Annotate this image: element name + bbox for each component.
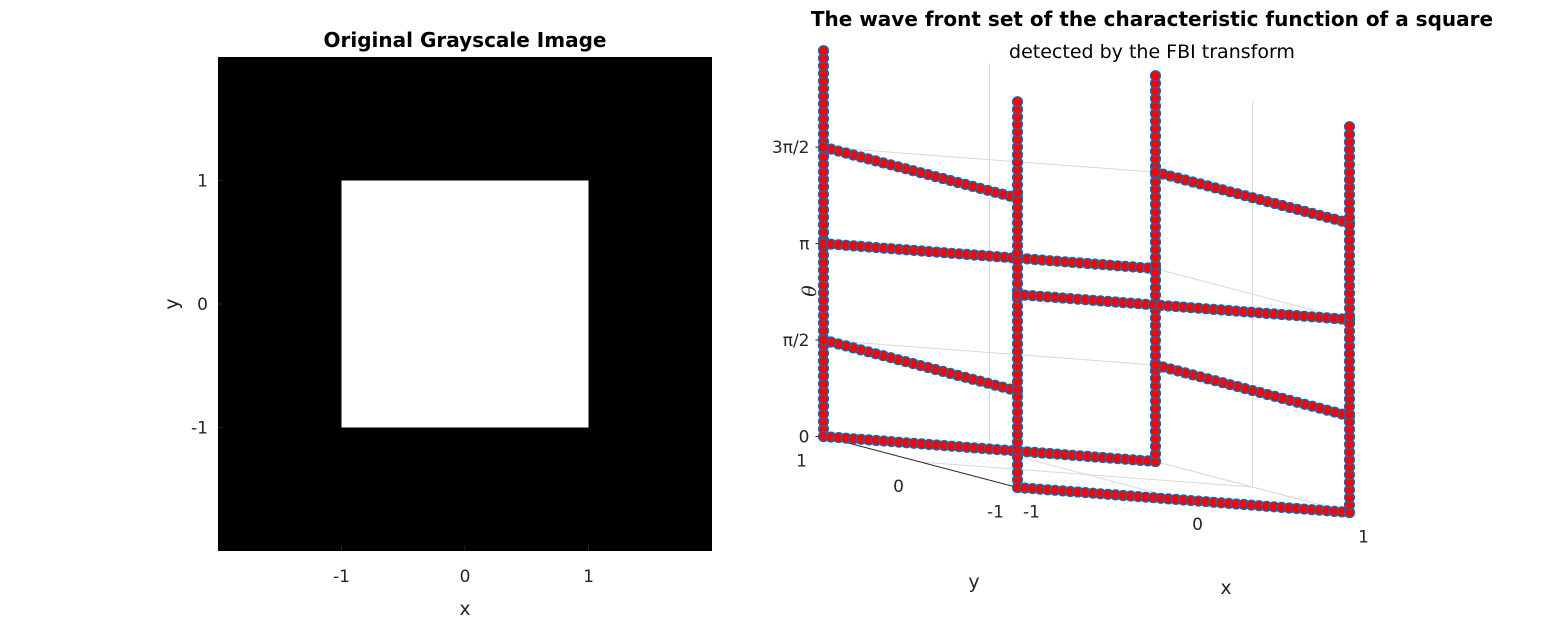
- y-tick-label: -1: [987, 503, 1004, 523]
- data-point: [1149, 70, 1162, 82]
- x-tick-label: -1: [333, 567, 350, 587]
- wavefront-plot-subtitle: detected by the FBI transform: [1009, 41, 1295, 63]
- z-tick-label: 3π/2: [772, 138, 810, 158]
- x-tick-label: 1: [1358, 528, 1369, 548]
- y-tick-label: -1: [191, 419, 208, 439]
- theta-line-points: [1343, 121, 1356, 519]
- x-tick-label: 0: [460, 567, 471, 587]
- theta-line-points: [1011, 96, 1024, 494]
- edge-line-points: [1011, 289, 1356, 326]
- y-axis-label: y: [161, 298, 183, 309]
- image-plot: Original Grayscale Image -1 0 1 -1 0 1 x y: [161, 28, 712, 620]
- z-axis-label-3d: θ: [799, 285, 821, 297]
- data-point: [1343, 121, 1356, 133]
- z-tick-label: π/2: [783, 331, 810, 351]
- y-tick-label: 0: [893, 477, 904, 497]
- theta-line-points: [1149, 70, 1162, 468]
- z-tick-label: π: [799, 235, 809, 255]
- x-tick-label: 1: [583, 567, 594, 587]
- x-axis-label: x: [459, 598, 470, 620]
- edge-line-points: [817, 334, 1024, 397]
- y-axis-line: [823, 436, 1018, 488]
- y-tick-label: 0: [197, 295, 208, 315]
- tick-labels: -1 0 1 -1 0 1 0 π/2 π 3π/2: [772, 138, 1369, 547]
- data-point: [1011, 96, 1024, 108]
- image-white-square: [341, 180, 589, 428]
- y-tick-label: 1: [197, 172, 208, 192]
- z-tick-label: 0: [799, 428, 810, 448]
- grid-line: [920, 461, 1253, 488]
- x-axis-label-3d: x: [1220, 577, 1231, 599]
- wavefront-points: [817, 45, 1356, 519]
- x-tick-label: 0: [1192, 515, 1203, 535]
- edge-line-points: [817, 141, 1024, 204]
- grid-line: [1155, 268, 1350, 321]
- theta-line-points: [817, 45, 830, 443]
- wavefront-plot: The wave front set of the characteristic…: [772, 7, 1493, 599]
- data-point: [817, 334, 830, 346]
- grid-line: [823, 339, 1156, 366]
- image-plot-title: Original Grayscale Image: [324, 28, 607, 52]
- y-axis-label-3d: y: [968, 571, 979, 593]
- data-point: [817, 141, 830, 153]
- wavefront-plot-title: The wave front set of the characteristic…: [811, 7, 1493, 31]
- edge-line-points: [1011, 481, 1356, 519]
- y-ticks: -1 0 1: [191, 172, 223, 439]
- grid-line: [823, 146, 1156, 173]
- data-point: [817, 45, 830, 57]
- y-tick-label: 1: [796, 452, 807, 472]
- x-tick-label: -1: [1023, 503, 1040, 523]
- data-point: [1149, 359, 1162, 371]
- edge-line-points: [1149, 359, 1356, 422]
- data-point: [1149, 166, 1162, 178]
- x-ticks: -1 0 1: [333, 546, 594, 587]
